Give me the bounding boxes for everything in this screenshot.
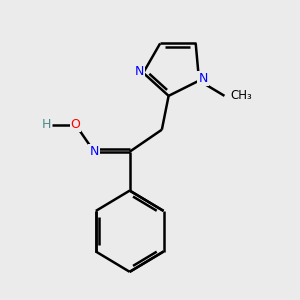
Text: N: N — [198, 72, 208, 86]
Text: N: N — [134, 64, 144, 78]
Text: O: O — [70, 118, 80, 131]
Text: CH₃: CH₃ — [230, 89, 252, 102]
Text: H: H — [42, 118, 52, 131]
Text: N: N — [89, 145, 99, 158]
